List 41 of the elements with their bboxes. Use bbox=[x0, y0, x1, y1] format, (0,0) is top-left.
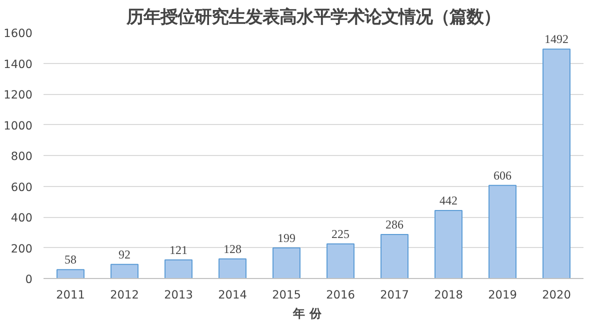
x-tick-label: 2014 bbox=[218, 288, 247, 302]
y-tick-label: 0 bbox=[25, 272, 33, 286]
bar bbox=[164, 259, 192, 278]
y-tick-label: 1200 bbox=[4, 88, 33, 102]
x-tick-label: 2011 bbox=[56, 288, 85, 302]
bar bbox=[380, 234, 408, 278]
data-label: 121 bbox=[170, 242, 188, 257]
data-label: 199 bbox=[278, 230, 296, 245]
data-label: 92 bbox=[118, 247, 130, 262]
y-tick-label: 200 bbox=[10, 241, 33, 256]
y-tick-label: 600 bbox=[10, 180, 33, 194]
data-label: 225 bbox=[332, 226, 350, 241]
data-label: 606 bbox=[494, 168, 512, 182]
y-tick-label: 1000 bbox=[4, 118, 33, 132]
data-label: 128 bbox=[224, 242, 242, 256]
y-tick-label: 800 bbox=[10, 149, 33, 163]
data-label: 1492 bbox=[544, 32, 568, 46]
chart-title: 历年授位研究生发表高水平学术论文情况（篇数） bbox=[126, 8, 500, 28]
bar bbox=[542, 48, 570, 278]
bar bbox=[218, 258, 246, 278]
bar bbox=[272, 247, 300, 278]
x-tick-label: 2017 bbox=[380, 288, 409, 302]
bar bbox=[326, 243, 354, 278]
x-tick-label: 2018 bbox=[434, 288, 463, 302]
y-tick-label: 1600 bbox=[4, 26, 33, 40]
y-tick-label: 400 bbox=[10, 210, 33, 224]
x-tick-label: 2013 bbox=[164, 288, 193, 302]
data-label: 58 bbox=[64, 252, 76, 267]
x-axis-title: 年 份 bbox=[292, 306, 322, 320]
y-tick-label: 1400 bbox=[4, 56, 33, 71]
x-tick-label: 2016 bbox=[326, 288, 355, 302]
bar bbox=[110, 264, 138, 278]
data-label: 286 bbox=[386, 218, 404, 232]
bar bbox=[488, 184, 516, 278]
bar bbox=[56, 269, 84, 278]
data-label: 442 bbox=[440, 194, 458, 208]
bar bbox=[434, 210, 462, 278]
x-tick-label: 2015 bbox=[272, 288, 301, 302]
x-tick-label: 2020 bbox=[542, 288, 571, 302]
x-tick-label: 2012 bbox=[110, 288, 139, 302]
x-tick-label: 2019 bbox=[488, 288, 517, 302]
